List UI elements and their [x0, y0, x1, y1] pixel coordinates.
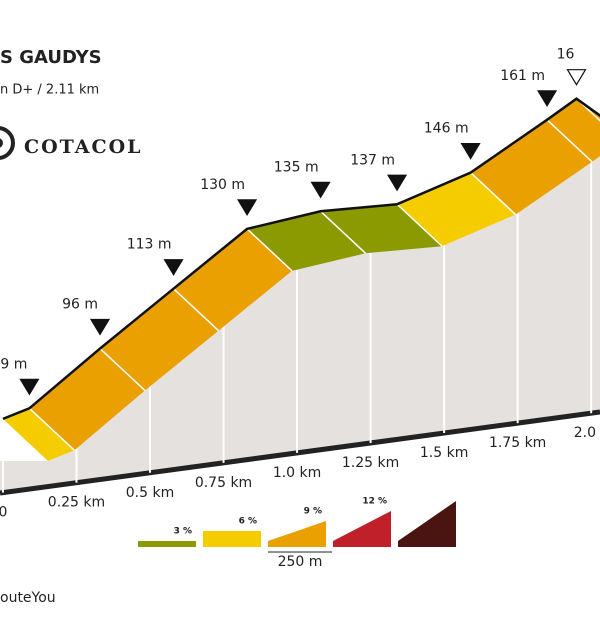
annotation-marker: [163, 259, 184, 276]
gradient-segment: [2, 408, 75, 461]
annotation-label: 113 m: [127, 237, 172, 253]
gradient-segment: [173, 228, 293, 331]
legend-label: 9 %: [304, 507, 322, 517]
x-tick-label: 1.25 km: [342, 455, 399, 471]
scale-label: 250 m: [278, 554, 323, 570]
gradient-segment: [100, 288, 219, 391]
x-tick-label: 0.25 km: [48, 495, 105, 511]
annotation-label: 137 m: [350, 152, 395, 168]
x-tick-label: 2.0 k: [574, 425, 600, 441]
baseline: [0, 409, 600, 496]
gradient-segment: [29, 348, 145, 451]
profile-line: [2, 97, 600, 421]
annotation-marker: [310, 181, 331, 199]
x-tick-label: 0.75 km: [195, 475, 252, 491]
segment-divider: [396, 203, 443, 247]
annotation-marker: [460, 142, 481, 160]
annotation-label: 161 m: [500, 68, 545, 84]
x-tick-label: 1.0 km: [273, 465, 321, 481]
source: outeYou: [0, 590, 56, 606]
logo-icon: [0, 126, 15, 160]
annotation-label: 96 m: [62, 297, 98, 313]
x-tick-label: 0: [0, 505, 7, 521]
x-tick-label: 0.5 km: [126, 485, 174, 501]
legend-label: 6 %: [239, 517, 257, 527]
x-tick-label: 1.75 km: [489, 435, 546, 451]
gradient-segment: [547, 98, 600, 162]
annotation-marker: [19, 378, 40, 396]
legend-swatch: [138, 541, 196, 547]
segment-divider: [575, 98, 600, 122]
annotation-marker: [386, 174, 408, 192]
annotation-label: 9 m: [0, 356, 27, 372]
segment-divider: [173, 288, 220, 332]
segment-divider: [320, 210, 367, 254]
x-tick-label: 1.5 km: [420, 445, 468, 461]
legend-swatch: [398, 501, 456, 547]
chart-title: S GAUDYS: [0, 47, 102, 68]
legend-swatch: [333, 511, 391, 547]
legend-swatch: [203, 531, 261, 547]
segment-divider: [28, 407, 75, 451]
annotation-label: 16: [557, 47, 575, 63]
gradient-segment: [320, 204, 443, 254]
subtitle: n D+ / 2.11 km: [0, 83, 99, 98]
annotation-marker: [566, 69, 587, 86]
segment-divider: [546, 119, 593, 163]
annotation-label: 146 m: [424, 121, 469, 137]
annotation-marker: [536, 90, 558, 107]
segment-divider: [470, 172, 517, 216]
annotation-marker: [89, 318, 111, 336]
annotation-marker: [236, 199, 258, 217]
gradient-segment: [397, 172, 516, 247]
segment-divider: [99, 347, 146, 392]
annotation-label: 135 m: [274, 159, 319, 175]
legend-label: 3 %: [174, 527, 192, 537]
annotation-label: 130 m: [200, 177, 245, 193]
segment-divider: [246, 228, 293, 272]
gradient-segment: [470, 119, 593, 215]
logo: COTACOL: [24, 136, 143, 158]
legend-label: 12 %: [362, 497, 387, 507]
legend-swatch: [268, 521, 326, 547]
